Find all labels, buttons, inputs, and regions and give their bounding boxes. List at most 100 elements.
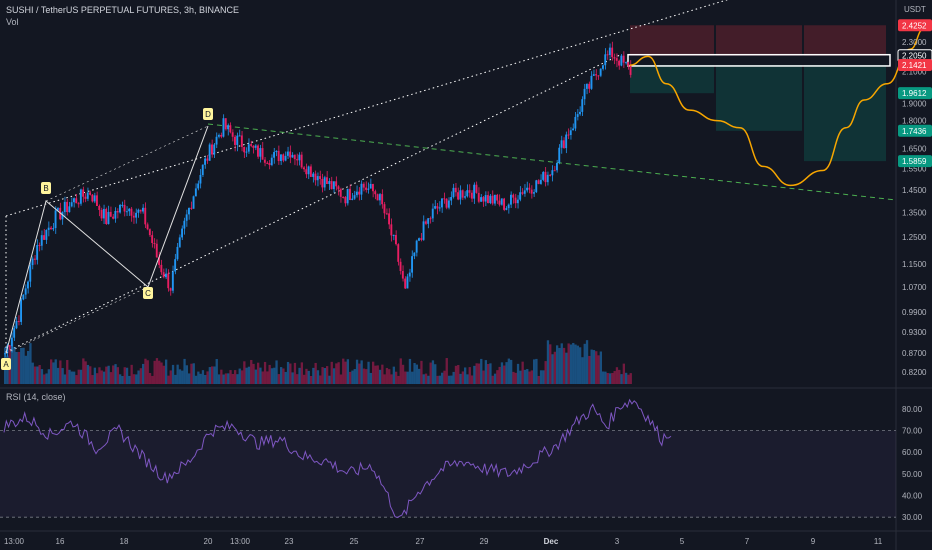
volume-bar (227, 373, 230, 384)
abcd-pattern (5, 125, 209, 354)
volume-bar (282, 368, 285, 384)
candle-body (167, 273, 170, 289)
volume-bar (390, 374, 393, 384)
volume-bar (395, 371, 398, 384)
pattern-point-b: B (43, 184, 48, 193)
candle-body (496, 194, 499, 201)
candle-body (275, 150, 278, 153)
candle-body (542, 171, 545, 180)
candle-body (261, 148, 264, 160)
candle-body (247, 144, 250, 152)
candle-body (213, 144, 216, 155)
volume-bar (84, 361, 87, 384)
volume-bar (123, 367, 126, 384)
candle-body (236, 135, 239, 145)
volume-bar (500, 362, 504, 384)
volume-bar (597, 355, 600, 384)
candle-body (128, 208, 131, 212)
volume-bar (470, 375, 474, 384)
volume-bar (165, 359, 168, 384)
volume-bar (608, 373, 612, 384)
candle-body (381, 194, 384, 205)
candle-body (342, 196, 344, 198)
volume-bar (427, 375, 430, 384)
volume-bar (482, 370, 485, 384)
volume-bar (192, 363, 195, 384)
candle-body (500, 198, 503, 205)
candle-body (424, 221, 427, 224)
candle-body (75, 198, 78, 204)
volume-bar (385, 367, 389, 384)
candle-body (185, 214, 188, 221)
volume-bar (388, 369, 391, 384)
volume-bar (215, 359, 218, 384)
volume-bar (199, 373, 202, 384)
candle-body (56, 207, 59, 211)
volume-bar (477, 363, 481, 384)
candle-body (289, 151, 292, 158)
volume-bar (344, 361, 347, 384)
candle-body (151, 235, 154, 244)
volume-bar (445, 358, 448, 384)
volume-bar (75, 375, 78, 384)
volume-bar (323, 368, 326, 384)
volume-bar (284, 371, 287, 384)
rsi-tick: 40.00 (902, 492, 923, 501)
candle-body (569, 130, 572, 136)
volume-bar (176, 364, 179, 384)
candle-body (144, 207, 147, 225)
volume-bar (303, 374, 306, 384)
candle-body (597, 75, 600, 77)
volume-bar (13, 347, 16, 384)
volume-bar (211, 366, 214, 384)
volume-bar (583, 343, 586, 384)
candle-body (280, 154, 282, 162)
volume-bar (229, 370, 232, 384)
candle-body (217, 134, 220, 137)
volume-bar (429, 362, 432, 384)
volume-bar (151, 375, 154, 384)
volume-bar (56, 367, 60, 384)
candle-body (376, 194, 379, 201)
candle-body (514, 197, 517, 204)
candle-body (153, 243, 156, 245)
volume-bar (194, 375, 198, 384)
candle-body (240, 135, 243, 147)
candle-body (625, 62, 627, 64)
candle-body (165, 273, 167, 278)
volume-bar (491, 375, 494, 384)
volume-bar (579, 347, 582, 384)
candle-body (576, 114, 579, 117)
volume-bar (15, 351, 18, 384)
price-highlight: 2.4252 (902, 21, 927, 30)
candle-body (526, 187, 528, 191)
volume-bar (24, 355, 27, 384)
volume-bar (447, 375, 451, 384)
volume-bar (213, 366, 216, 384)
candle-body (220, 134, 223, 137)
volume-bar (461, 371, 464, 384)
volume-bar (358, 363, 361, 384)
candle-body (169, 288, 172, 291)
candle-body (73, 198, 75, 203)
volume-bar (595, 351, 598, 384)
candle-body (516, 199, 519, 204)
candle-body (245, 151, 248, 153)
candle-body (229, 125, 232, 133)
candle-body (487, 195, 489, 204)
volume-bar (588, 355, 591, 384)
candle-body (227, 125, 229, 130)
volume-bar (174, 374, 177, 384)
volume-bar (553, 351, 556, 384)
candle-body (556, 162, 558, 171)
rsi-tick: 70.00 (902, 427, 923, 436)
volume-bar (413, 362, 416, 384)
volume-bar (93, 367, 96, 384)
volume-bar (38, 365, 41, 384)
candle-body (178, 237, 181, 247)
candle-body (602, 65, 604, 69)
time-tick: 20 (204, 537, 213, 546)
candle-body (59, 207, 62, 220)
volume-bar (503, 365, 506, 384)
